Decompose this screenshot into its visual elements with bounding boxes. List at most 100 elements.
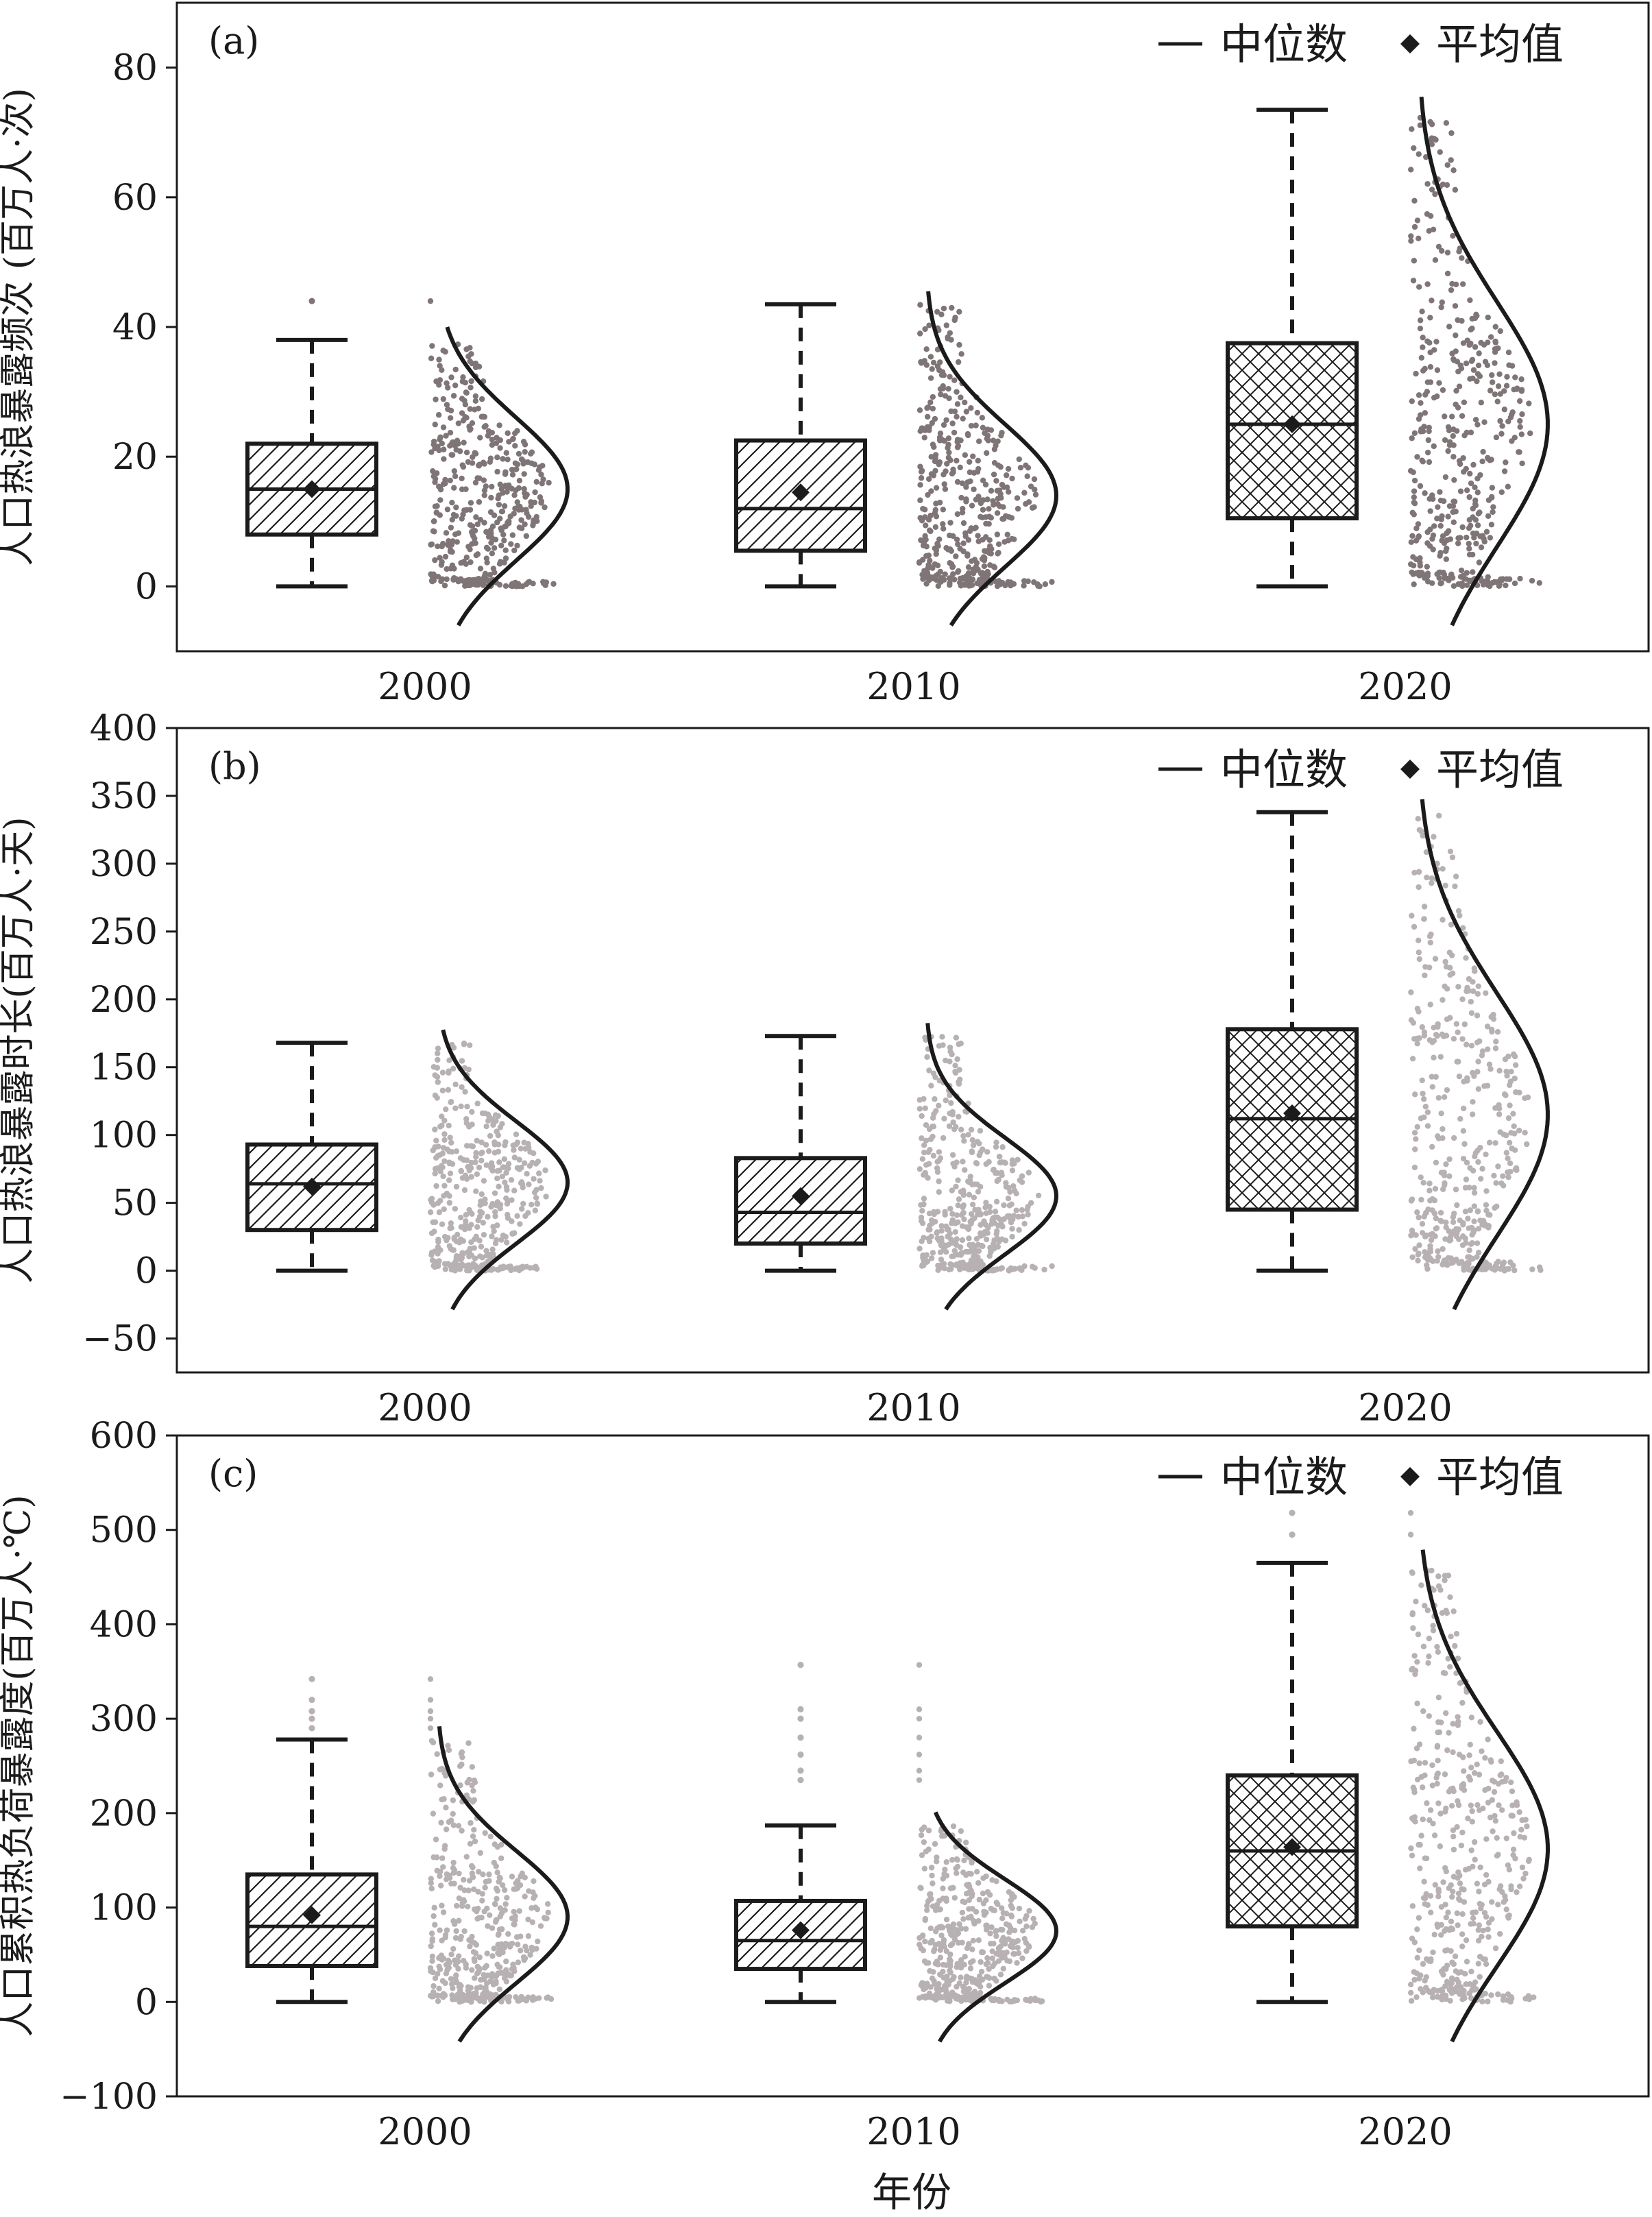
data-point	[1485, 1998, 1491, 2004]
data-point	[969, 1217, 975, 1223]
data-point	[1008, 1927, 1015, 1933]
data-point	[997, 491, 1004, 497]
data-point	[1448, 1634, 1454, 1640]
data-point	[932, 524, 939, 530]
data-point	[476, 1954, 483, 1961]
data-point	[980, 424, 986, 431]
data-point	[1414, 1041, 1420, 1047]
data-point	[1483, 1871, 1490, 1878]
data-point	[958, 1957, 964, 1963]
data-point	[1501, 468, 1508, 474]
data-point	[962, 530, 969, 536]
data-point	[919, 1933, 926, 1939]
data-point	[1447, 1594, 1453, 1601]
data-point	[432, 1170, 438, 1177]
data-point	[979, 1949, 985, 1956]
data-point	[1426, 1653, 1432, 1660]
data-point	[1455, 908, 1462, 914]
data-point	[943, 1916, 950, 1923]
data-point	[509, 1231, 515, 1237]
data-point	[1437, 497, 1444, 504]
data-point	[523, 1997, 530, 2004]
data-point	[1474, 313, 1480, 319]
data-point	[1492, 360, 1498, 366]
data-point	[1489, 485, 1496, 491]
data-point	[449, 548, 455, 555]
data-point	[1424, 579, 1431, 585]
data-point	[916, 1246, 923, 1252]
data-point	[947, 1048, 953, 1054]
data-point	[1015, 1944, 1021, 1951]
data-point	[985, 437, 991, 444]
data-point	[919, 425, 925, 431]
data-point	[1005, 537, 1012, 544]
data-point	[923, 362, 930, 368]
data-point	[495, 1970, 501, 1976]
data-point	[1438, 1987, 1445, 1993]
data-point	[971, 557, 978, 563]
data-point	[954, 478, 961, 485]
data-point	[951, 429, 958, 436]
data-point	[942, 393, 949, 399]
data-point	[1485, 1934, 1492, 1940]
data-point	[975, 1880, 982, 1886]
data-point	[502, 469, 509, 475]
data-point	[997, 1159, 1004, 1166]
data-point	[932, 1941, 938, 1948]
data-point	[474, 521, 481, 527]
data-point	[455, 1994, 461, 2000]
data-point	[936, 367, 943, 374]
data-point	[428, 1943, 434, 1950]
data-point	[491, 569, 498, 576]
data-point	[994, 1178, 1000, 1185]
data-point	[976, 579, 982, 585]
data-point	[432, 1144, 438, 1150]
data-point	[1411, 581, 1417, 587]
data-point	[467, 385, 474, 391]
data-point	[932, 1218, 938, 1225]
data-point	[1519, 460, 1525, 467]
data-point	[509, 436, 516, 443]
data-point	[934, 540, 940, 547]
data-point	[465, 1997, 472, 2004]
data-point	[1454, 1910, 1460, 1917]
data-point	[990, 437, 997, 444]
data-point	[1429, 880, 1435, 886]
data-point	[1483, 529, 1490, 535]
data-point	[1442, 1902, 1448, 1908]
data-point	[496, 501, 502, 508]
data-point	[948, 1100, 954, 1106]
data-point	[1433, 339, 1440, 345]
data-point	[1013, 1190, 1019, 1197]
data-point	[443, 1773, 449, 1779]
data-point	[1506, 1139, 1513, 1146]
data-point	[518, 525, 525, 531]
data-point	[1470, 1099, 1476, 1105]
data-point	[921, 1196, 927, 1202]
data-point	[1518, 431, 1525, 437]
data-point	[435, 444, 441, 450]
data-point	[1413, 537, 1420, 544]
data-point	[1411, 1725, 1417, 1732]
data-point	[489, 429, 496, 436]
data-point	[512, 1917, 518, 1924]
data-point	[1474, 1254, 1480, 1260]
data-point	[502, 555, 509, 561]
data-point	[498, 509, 505, 515]
data-point	[449, 516, 455, 523]
data-point	[428, 1250, 435, 1256]
data-point	[924, 570, 931, 576]
data-point	[545, 1909, 551, 1915]
data-point	[960, 1983, 967, 1990]
data-point	[440, 1955, 447, 1962]
box-outlier-point	[797, 1662, 804, 1669]
data-point	[1504, 1997, 1510, 2003]
data-point	[1455, 1722, 1461, 1728]
data-point	[474, 1915, 481, 1922]
data-point	[1498, 1807, 1505, 1813]
data-point	[968, 422, 975, 429]
data-point	[960, 520, 967, 526]
data-point	[1474, 1013, 1481, 1019]
data-point	[486, 1114, 492, 1120]
data-point	[955, 1177, 961, 1183]
